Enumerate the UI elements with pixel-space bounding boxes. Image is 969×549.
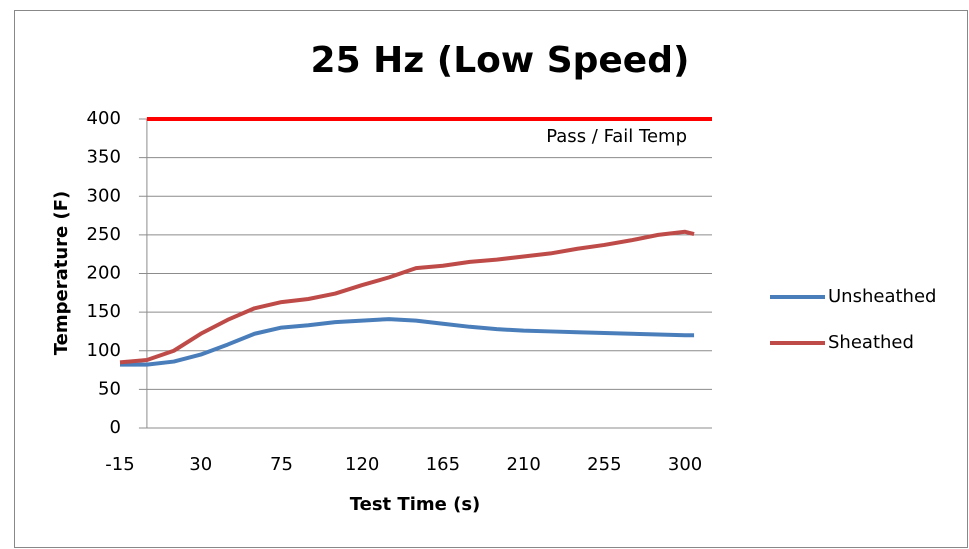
y-tick-label: 300 bbox=[87, 185, 121, 206]
y-tick-label: 400 bbox=[87, 108, 121, 129]
y-tick-label: 100 bbox=[87, 340, 121, 361]
x-tick-label: 165 bbox=[426, 454, 460, 475]
legend-label: Unsheathed bbox=[828, 286, 936, 307]
x-tick-label: 120 bbox=[345, 454, 379, 475]
legend-label: Sheathed bbox=[828, 332, 914, 353]
x-tick-label: 255 bbox=[587, 454, 621, 475]
y-tick-label: 50 bbox=[98, 378, 121, 399]
y-tick-label: 0 bbox=[109, 417, 120, 438]
y-tick-label: 350 bbox=[87, 147, 121, 168]
x-tick-label: 300 bbox=[668, 454, 702, 475]
chart-frame bbox=[14, 10, 968, 548]
reference-label: Pass / Fail Temp bbox=[546, 126, 687, 147]
x-tick-label: -15 bbox=[105, 454, 134, 475]
x-tick-label: 30 bbox=[189, 454, 212, 475]
y-tick-label: 150 bbox=[87, 301, 121, 322]
x-tick-label: 210 bbox=[506, 454, 540, 475]
y-tick-label: 200 bbox=[87, 263, 121, 284]
series-line bbox=[120, 317, 695, 367]
series-line bbox=[119, 229, 695, 365]
x-tick-label: 75 bbox=[270, 454, 293, 475]
y-axis-label: Temperature (F) bbox=[51, 191, 72, 356]
y-tick-label: 250 bbox=[87, 224, 121, 245]
x-axis-label: Test Time (s) bbox=[350, 494, 481, 515]
chart-title: 25 Hz (Low Speed) bbox=[311, 40, 690, 81]
